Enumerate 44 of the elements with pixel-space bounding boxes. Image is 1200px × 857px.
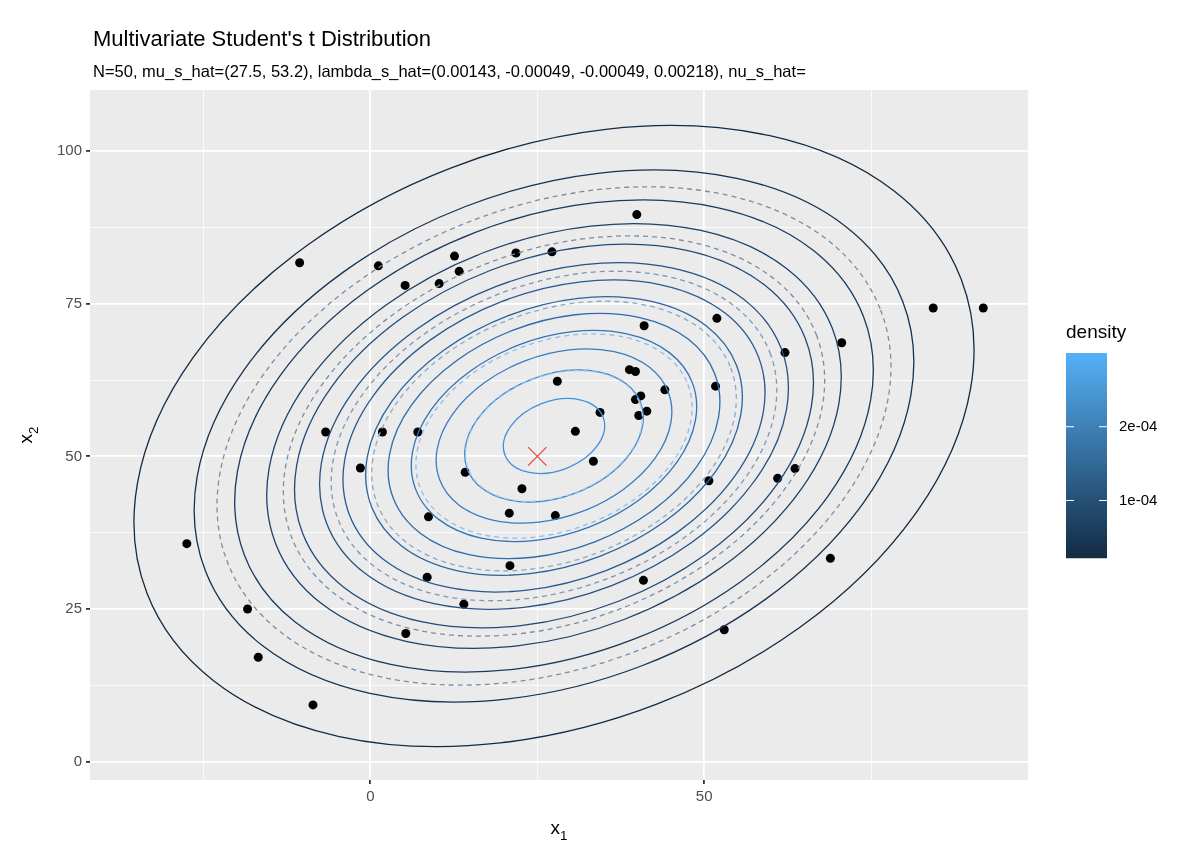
point (505, 561, 515, 571)
point (825, 553, 835, 563)
point (504, 508, 514, 518)
point (630, 367, 640, 376)
point (355, 463, 365, 473)
point (295, 258, 305, 268)
y-tick-label: 75 (65, 293, 82, 311)
chart-title: Multivariate Student's t Distribution (93, 26, 432, 51)
point (712, 313, 722, 323)
point (182, 539, 192, 549)
point (928, 303, 938, 313)
point (552, 376, 562, 386)
point (978, 303, 988, 313)
y-tick-label: 0 (73, 751, 82, 769)
point (550, 511, 560, 521)
color-bar-label: 1e-04 (1119, 490, 1158, 508)
point (837, 338, 847, 348)
y-axis-title: x2 (15, 426, 41, 444)
y-tick-label: 25 (65, 599, 82, 617)
point (308, 700, 318, 710)
point (400, 280, 410, 290)
chart-subtitle: N=50, mu_s_hat=(27.5, 53.2), lambda_s_hat=(0.00143, -0.00049, -0.00049, 0.00218), nu_s_hat= (93, 62, 806, 81)
point (459, 599, 469, 609)
point (321, 427, 331, 437)
point (253, 652, 263, 662)
point (401, 628, 411, 638)
point (634, 410, 644, 420)
color-bar-label: 2e-04 (1119, 416, 1158, 434)
point (454, 266, 464, 276)
point (517, 484, 527, 494)
y-tick-label: 50 (65, 446, 82, 464)
y-tick-label: 100 (56, 141, 82, 159)
point (632, 210, 642, 220)
point (638, 575, 648, 585)
point (423, 512, 433, 522)
point (243, 604, 253, 614)
point (450, 251, 460, 261)
point (639, 321, 649, 331)
point (642, 406, 652, 416)
point (588, 456, 598, 466)
point (570, 426, 580, 436)
point (527, 446, 548, 467)
color-bar-title: density (1066, 321, 1127, 342)
point (422, 572, 432, 582)
